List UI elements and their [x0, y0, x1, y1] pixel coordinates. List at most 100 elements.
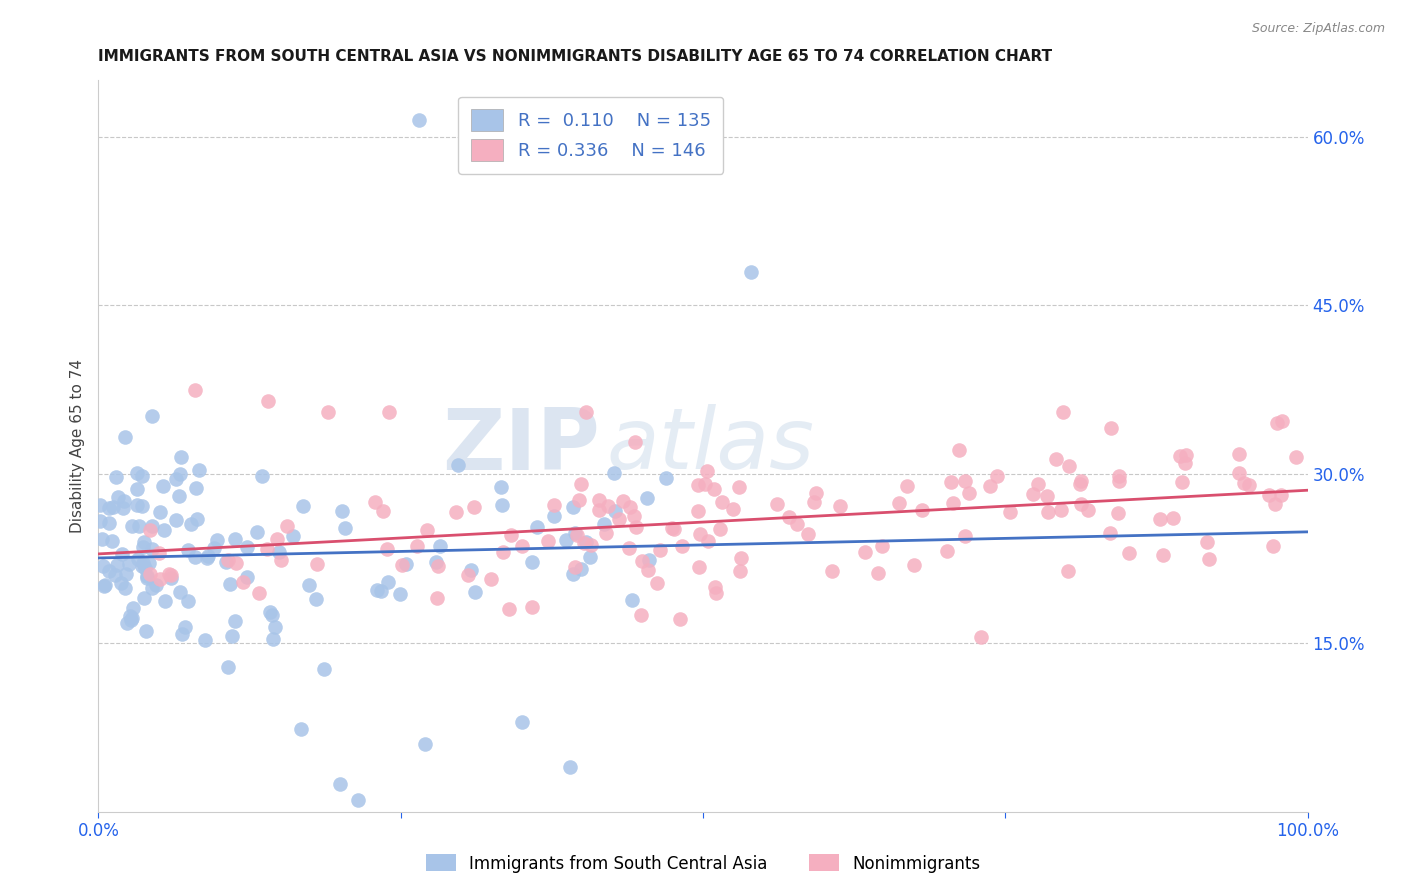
Point	[558, 760, 581, 774]
Point	[986, 468, 1008, 483]
Point	[588, 493, 610, 508]
Point	[710, 495, 733, 509]
Point	[596, 499, 619, 513]
Point	[139, 566, 162, 581]
Point	[121, 519, 143, 533]
Point	[134, 624, 156, 638]
Point	[177, 543, 200, 558]
Point	[603, 466, 626, 480]
Point	[562, 566, 585, 581]
Point	[554, 533, 576, 547]
Point	[224, 532, 246, 546]
Point	[979, 479, 1001, 493]
Point	[1000, 505, 1022, 519]
Point	[617, 541, 640, 555]
Point	[444, 505, 467, 519]
Point	[276, 519, 298, 533]
Point	[224, 615, 246, 629]
Point	[1258, 488, 1281, 502]
Point	[121, 611, 143, 625]
Point	[194, 633, 217, 648]
Point	[637, 563, 659, 577]
Point	[830, 499, 852, 513]
Point	[89, 514, 111, 528]
Point	[97, 564, 120, 578]
Point	[107, 490, 129, 504]
Point	[603, 504, 626, 518]
Point	[256, 541, 278, 556]
Point	[219, 577, 242, 591]
Point	[1198, 552, 1220, 566]
Point	[377, 574, 399, 589]
Point	[696, 464, 718, 478]
Point	[1118, 546, 1140, 560]
Point	[593, 516, 616, 531]
Point	[93, 558, 115, 573]
Point	[941, 496, 963, 510]
Point	[1077, 503, 1099, 517]
Point	[520, 555, 543, 569]
Point	[371, 504, 394, 518]
Point	[112, 494, 135, 508]
Point	[149, 572, 172, 586]
Point	[463, 500, 485, 515]
Point	[111, 548, 134, 562]
Point	[160, 567, 183, 582]
Point	[177, 594, 200, 608]
Point	[1057, 458, 1080, 473]
Point	[247, 586, 270, 600]
Point	[128, 519, 150, 533]
Point	[567, 527, 589, 541]
Point	[562, 500, 585, 514]
Point	[114, 582, 136, 596]
Point	[97, 516, 120, 530]
Point	[447, 458, 470, 472]
Point	[578, 550, 600, 565]
Point	[803, 495, 825, 509]
Point	[188, 463, 211, 477]
Point	[152, 523, 174, 537]
Point	[270, 552, 292, 566]
Point	[89, 498, 111, 512]
Point	[1098, 526, 1121, 541]
Point	[132, 556, 155, 570]
Point	[429, 539, 451, 553]
Point	[94, 577, 117, 591]
Point	[167, 489, 190, 503]
Point	[104, 567, 127, 582]
Point	[612, 494, 634, 508]
Legend: R =  0.110    N = 135, R = 0.336    N = 146: R = 0.110 N = 135, R = 0.336 N = 146	[458, 96, 724, 174]
Point	[415, 523, 437, 537]
Point	[664, 522, 686, 536]
Point	[406, 539, 429, 553]
Point	[1036, 505, 1059, 519]
Point	[314, 661, 336, 675]
Point	[427, 558, 450, 573]
Point	[564, 559, 586, 574]
Point	[703, 580, 725, 594]
Point	[127, 466, 149, 480]
Point	[256, 394, 278, 409]
Point	[91, 533, 114, 547]
Point	[797, 527, 820, 541]
Point	[127, 552, 149, 566]
Point	[1108, 474, 1130, 488]
Point	[259, 605, 281, 619]
Point	[281, 528, 304, 542]
Point	[298, 578, 321, 592]
Point	[1170, 475, 1192, 490]
Point	[479, 572, 502, 586]
Point	[145, 578, 167, 592]
Point	[264, 620, 287, 634]
Point	[1170, 450, 1192, 464]
Point	[543, 509, 565, 524]
Point	[110, 576, 132, 591]
Point	[131, 558, 153, 573]
Point	[98, 501, 121, 516]
Point	[571, 562, 593, 576]
Point	[501, 528, 523, 542]
Point	[366, 582, 388, 597]
Point	[391, 558, 413, 572]
Point	[236, 570, 259, 584]
Point	[1261, 539, 1284, 553]
